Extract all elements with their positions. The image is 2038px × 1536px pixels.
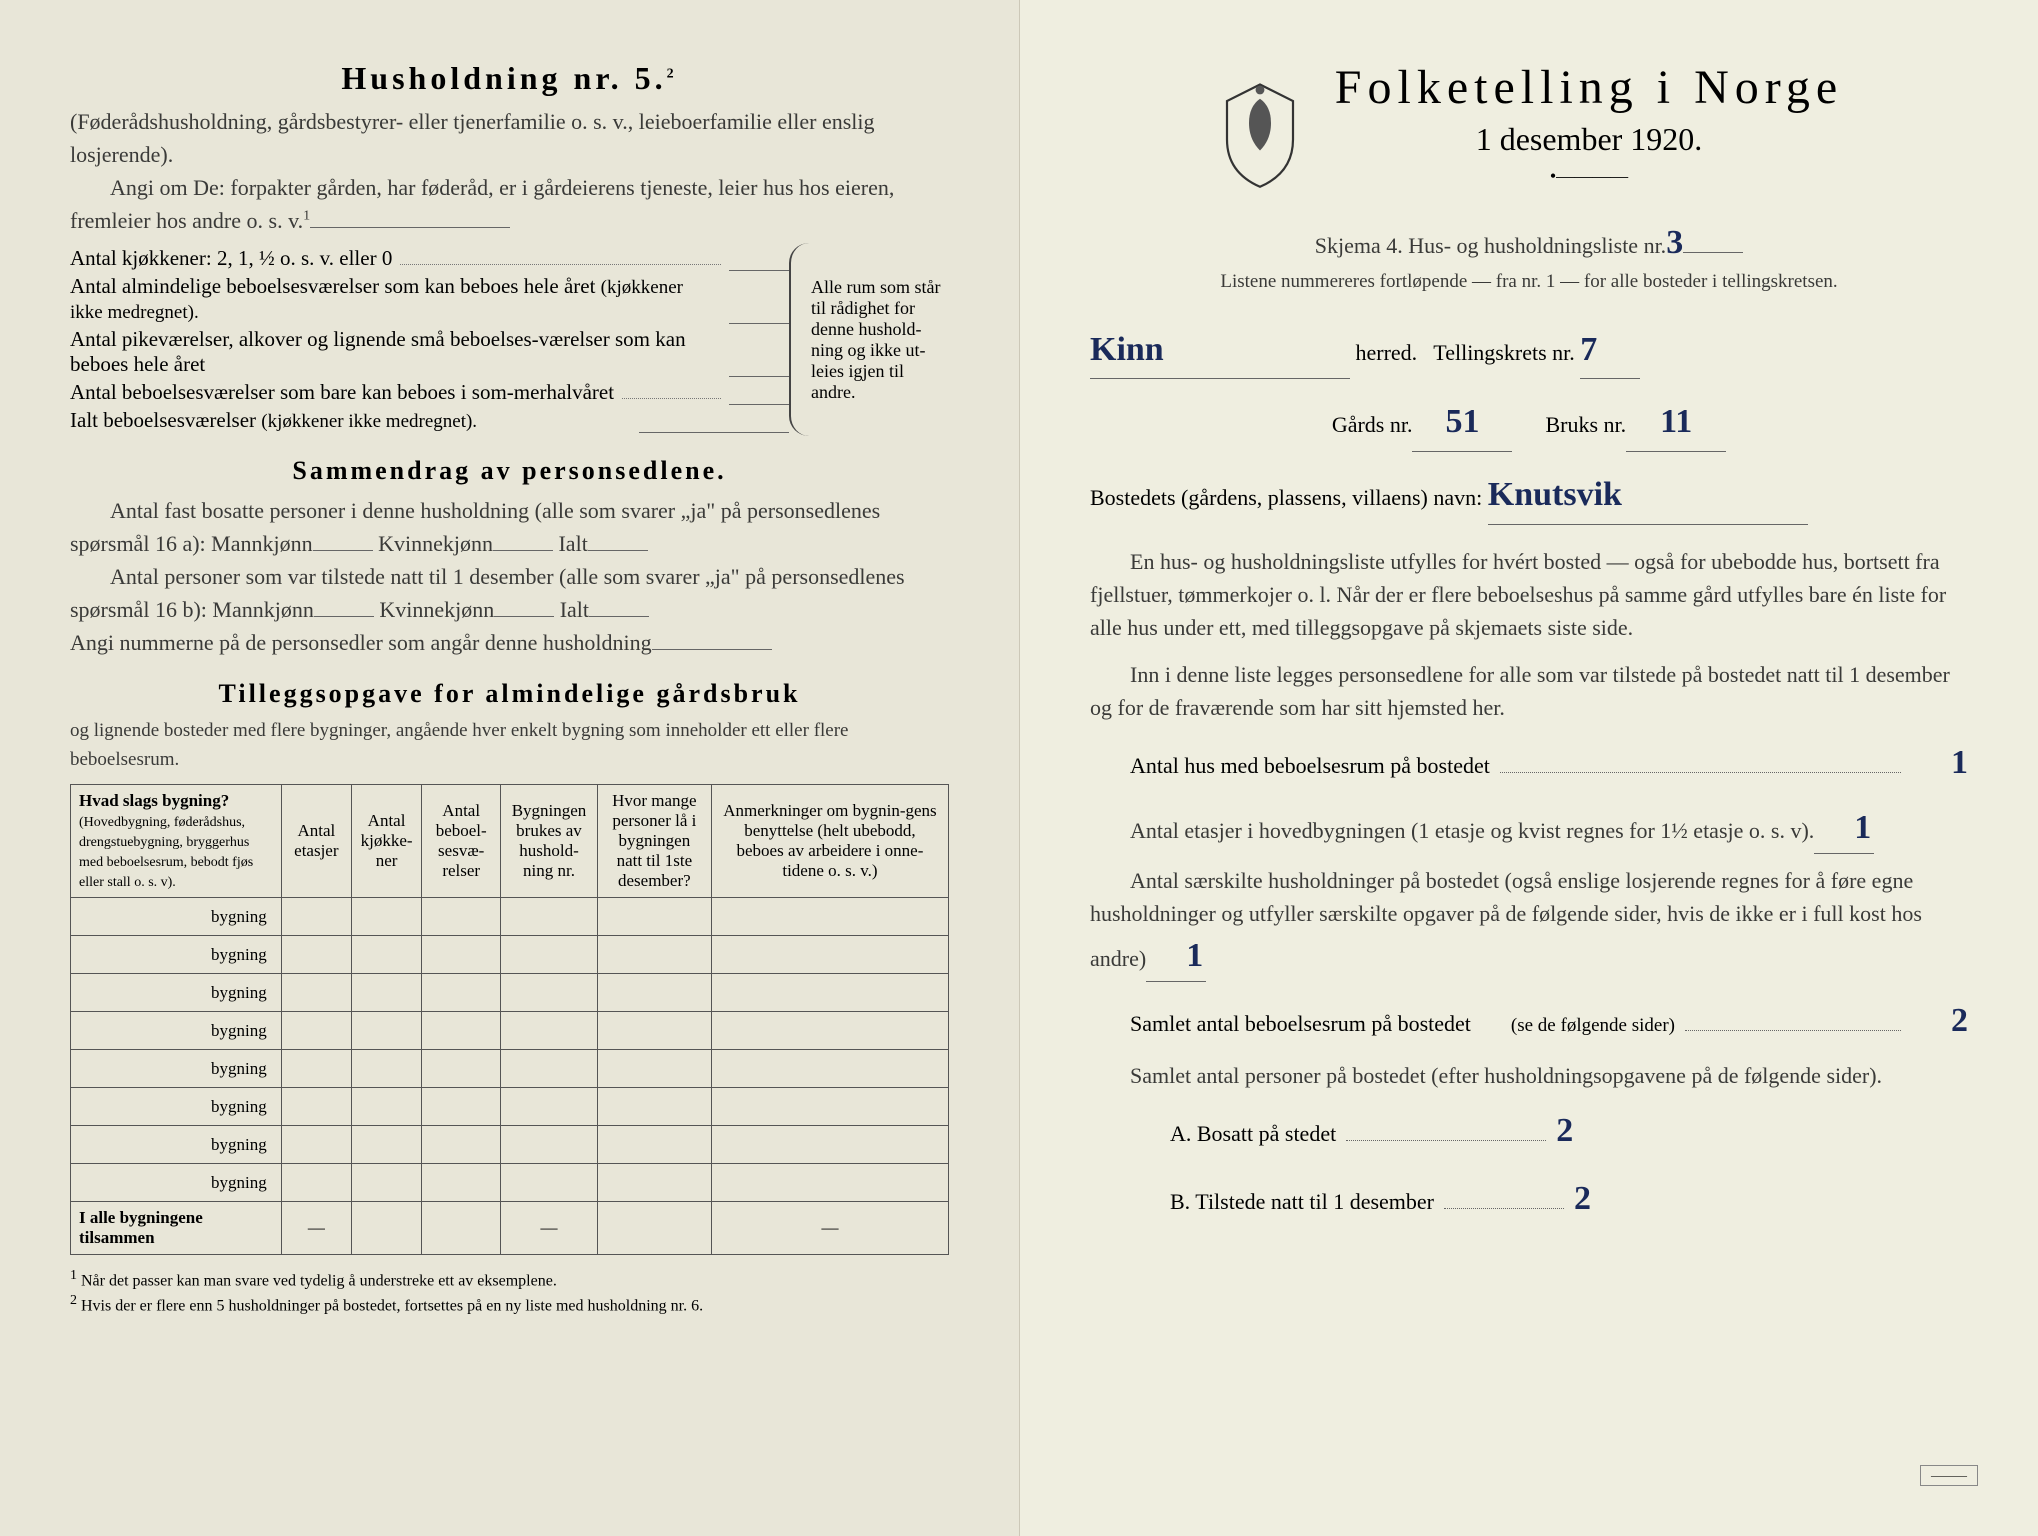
- q2-line: Antal etasjer i hovedbygningen (1 etasje…: [1090, 802, 1968, 854]
- tillegg-sub: og lignende bosteder med flere bygninger…: [70, 717, 949, 774]
- nummer-line: Angi nummerne på de personsedler som ang…: [70, 626, 949, 659]
- ialt-label: Ialt beboelsesværelser (kjøkkener ikke m…: [70, 408, 477, 433]
- qb-line: B. Tilstede natt til 1 desember2: [1090, 1170, 1968, 1228]
- table-row: bygning: [71, 1050, 949, 1088]
- th-3: Antal kjøkke-ner: [351, 785, 421, 898]
- left-page: Husholdning nr. 5.2 (Føderådshusholdning…: [0, 0, 1019, 1536]
- th-2: Antal etasjer: [281, 785, 351, 898]
- main-title: Folketelling i Norge: [1335, 60, 1843, 115]
- crest-icon: [1215, 79, 1305, 189]
- para-2: Inn i denne liste legges personsedlene f…: [1090, 658, 1968, 724]
- title-date: 1 desember 1920.: [1335, 121, 1843, 158]
- q4-line: Samlet antal beboelsesrum på bostedet (s…: [1090, 992, 1968, 1050]
- para-5a: (Føderådshusholdning, gårdsbestyrer- ell…: [70, 105, 949, 171]
- herred-line: Kinn herred. Tellingskrets nr. 7: [1090, 321, 1968, 380]
- ornament-icon: •————: [1335, 166, 1843, 187]
- q3-line: Antal særskilte husholdninger på bostede…: [1090, 864, 1968, 982]
- right-page: Folketelling i Norge 1 desember 1920. •—…: [1019, 0, 2038, 1536]
- tillegg-heading: Tilleggsopgave for almindelige gårdsbruk: [70, 679, 949, 709]
- bygning-table: Hvad slags bygning? (Hovedbygning, føder…: [70, 784, 949, 1255]
- q1-line: Antal hus med beboelsesrum på bostedet1: [1090, 734, 1968, 792]
- th-5: Bygningen brukes av hushold-ning nr.: [501, 785, 598, 898]
- alm-label: Antal almindelige beboelsesværelser som …: [70, 274, 713, 324]
- skjema-line: Skjema 4. Hus- og husholdningsliste nr.3: [1090, 217, 1968, 268]
- table-row: bygning: [71, 898, 949, 936]
- th-7: Anmerkninger om bygnin-gens benyttelse (…: [711, 785, 948, 898]
- q5-line: Samlet antal personer på bostedet (efter…: [1090, 1059, 1968, 1092]
- bosted-line: Bostedets (gårdens, plassens, villaens) …: [1090, 466, 1968, 525]
- table-row: bygning: [71, 1012, 949, 1050]
- table-row: bygning: [71, 974, 949, 1012]
- kitchens-label: Antal kjøkkener: 2, 1, ½ o. s. v. eller …: [70, 246, 392, 271]
- table-total-row: I alle bygningene tilsammen———: [71, 1202, 949, 1255]
- th-4: Antal beboel-sesvæ-relser: [422, 785, 501, 898]
- th-6: Hvor mange personer lå i bygningen natt …: [597, 785, 711, 898]
- pike-label: Antal pikeværelser, alkover og lignende …: [70, 327, 713, 377]
- household5-heading: Husholdning nr. 5.2: [70, 60, 949, 97]
- table-row: bygning: [71, 1088, 949, 1126]
- samm-line2: Antal personer som var tilstede natt til…: [70, 560, 949, 626]
- title-block: Folketelling i Norge 1 desember 1920. •—…: [1090, 60, 1968, 207]
- table-row: bygning: [71, 1164, 949, 1202]
- th-1: Hvad slags bygning? (Hovedbygning, føder…: [71, 785, 282, 898]
- sammendrag-heading: Sammendrag av personsedlene.: [70, 456, 949, 486]
- qa-line: A. Bosatt på stedet2: [1090, 1102, 1968, 1160]
- rooms-brace-section: Antal kjøkkener: 2, 1, ½ o. s. v. eller …: [70, 243, 949, 436]
- gards-line: Gårds nr.51 Bruks nr.11: [1090, 393, 1968, 452]
- listene-note: Listene nummereres fortløpende — fra nr.…: [1090, 268, 1968, 297]
- samm-line1: Antal fast bosatte personer i denne hush…: [70, 494, 949, 560]
- stamp-icon: ———: [1920, 1465, 1978, 1486]
- para-5b: Angi om De: forpakter gården, har føderå…: [70, 171, 949, 237]
- para-1: En hus- og husholdningsliste utfylles fo…: [1090, 545, 1968, 644]
- footnote: 1 Når det passer kan man svare ved tydel…: [70, 1267, 949, 1317]
- brace-note: Alle rum som står til rådighet for denne…: [789, 243, 949, 436]
- table-row: bygning: [71, 1126, 949, 1164]
- table-row: bygning: [71, 936, 949, 974]
- sommer-label: Antal beboelsesværelser som bare kan beb…: [70, 380, 614, 405]
